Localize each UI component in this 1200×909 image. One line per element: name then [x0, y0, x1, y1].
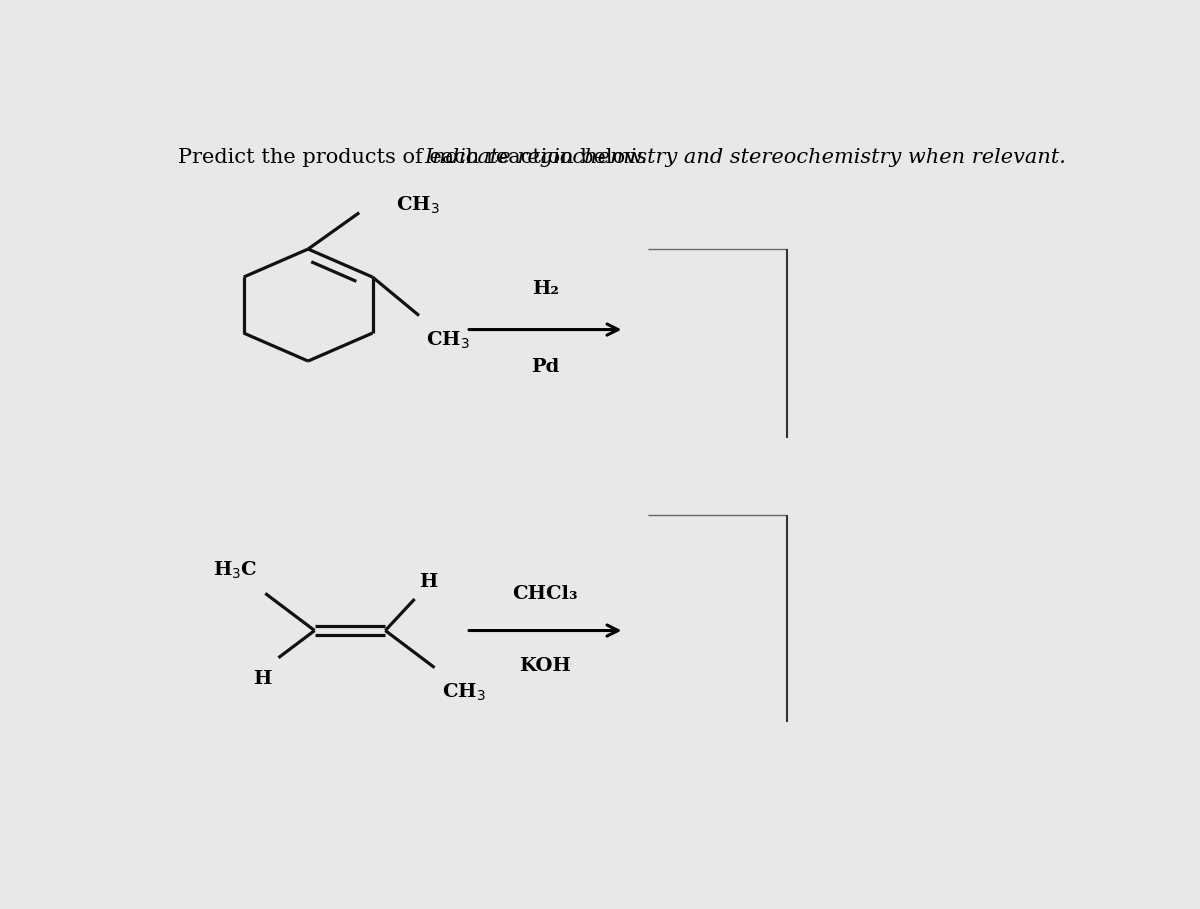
- Text: H: H: [419, 573, 438, 591]
- Text: H$_3$C: H$_3$C: [214, 560, 258, 581]
- Text: CH$_3$: CH$_3$: [426, 330, 470, 351]
- Text: Pd: Pd: [532, 357, 559, 375]
- Text: KOH: KOH: [520, 657, 571, 675]
- Text: CH$_3$: CH$_3$: [396, 195, 440, 216]
- Text: CHCl₃: CHCl₃: [512, 584, 578, 603]
- Text: CH$_3$: CH$_3$: [442, 682, 486, 703]
- Text: H₂: H₂: [532, 280, 559, 298]
- Text: Predict the products of each reaction below.: Predict the products of each reaction be…: [178, 147, 647, 166]
- Text: H: H: [253, 670, 271, 688]
- Text: Indicate regiochemistry and stereochemistry when relevant.: Indicate regiochemistry and stereochemis…: [425, 147, 1067, 166]
